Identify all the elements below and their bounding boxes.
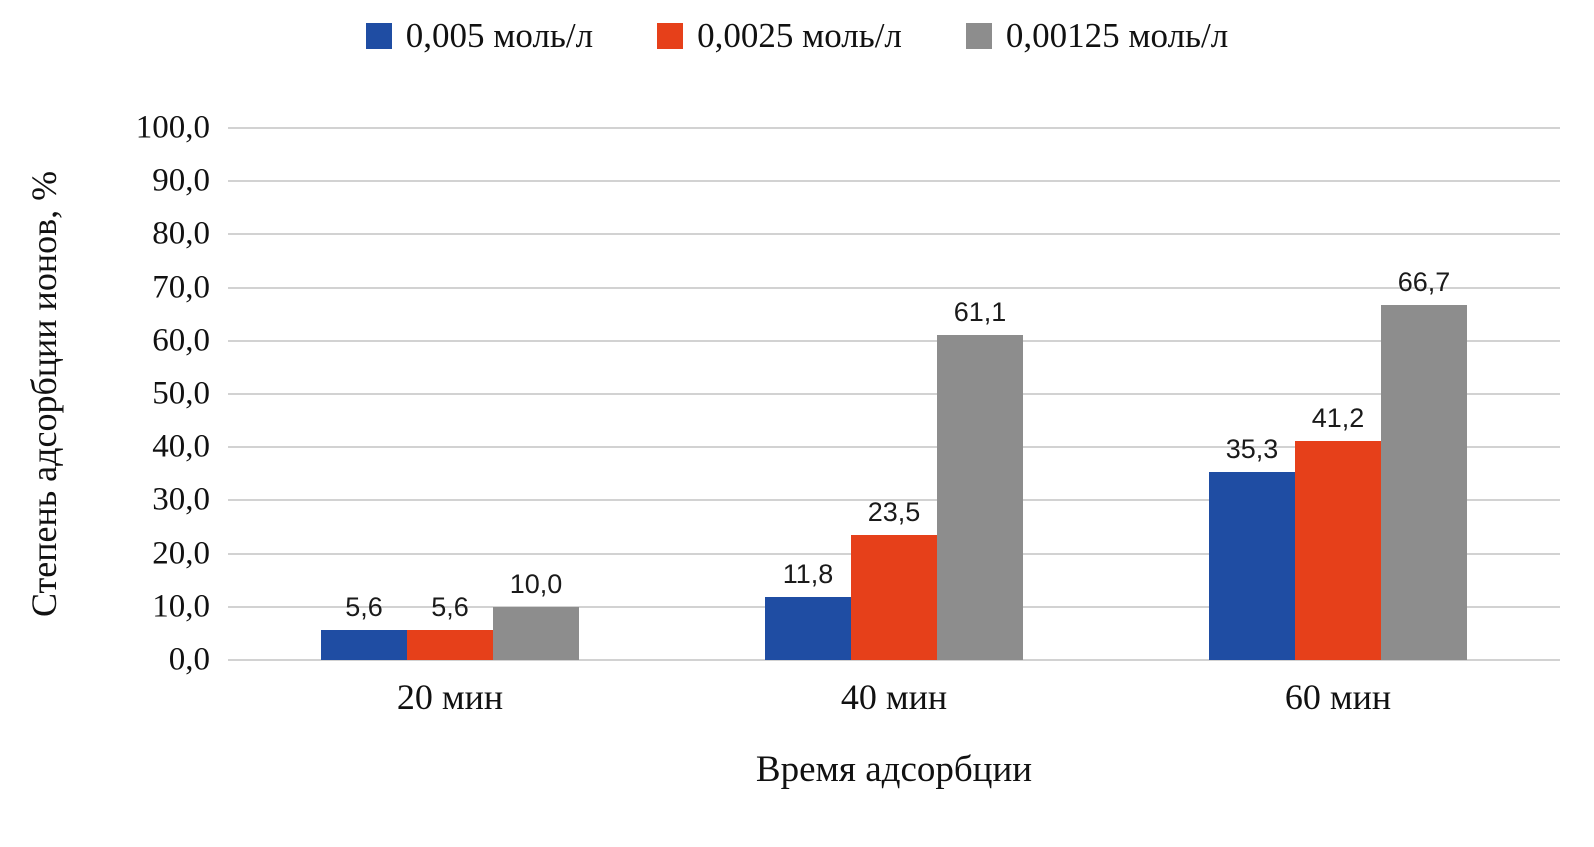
data-label: 66,7	[1397, 267, 1451, 298]
chart-legend: 0,005 моль/л 0,0025 моль/л 0,00125 моль/л	[0, 16, 1594, 56]
x-category-label: 60 мин	[1284, 677, 1392, 717]
bar-slot: 5,6	[407, 128, 493, 660]
legend-swatch-icon	[965, 23, 992, 49]
gridline	[228, 393, 1560, 395]
data-label: 61,1	[953, 296, 1007, 327]
gridline	[228, 286, 1560, 289]
legend-swatch-icon	[365, 23, 392, 49]
bar-series-1-cat-2	[1295, 440, 1381, 660]
x-axis-title: Время адсорбции	[755, 749, 1033, 790]
bar-groups: 5,6 5,6 10,0 11,8 23,5 61,1 35,3 41,2 66,7	[228, 128, 1560, 660]
data-label: 35,3	[1225, 434, 1279, 465]
data-label: 5,6	[345, 592, 383, 623]
y-tick-label: 100,0	[135, 109, 210, 146]
y-tick-label: 60,0	[152, 322, 210, 359]
bar-slot: 23,5	[851, 128, 937, 660]
bar-series-0-cat-2	[1209, 472, 1295, 660]
bar-group: 11,8 23,5 61,1	[672, 128, 1116, 660]
bar-series-2-cat-0	[493, 606, 579, 660]
bar-slot: 61,1	[937, 128, 1023, 660]
y-tick-label: 50,0	[152, 375, 210, 412]
gridline	[228, 446, 1560, 449]
legend-label: 0,005 моль/л	[405, 16, 594, 55]
gridline	[228, 499, 1560, 502]
bar-slot: 10,0	[493, 128, 579, 660]
bar-slot: 66,7	[1381, 128, 1467, 660]
bar-series-1-cat-1	[851, 534, 937, 660]
legend-label: 0,00125 моль/л	[1005, 16, 1229, 55]
data-label: 41,2	[1311, 402, 1365, 433]
bar-group: 5,6 5,6 10,0	[228, 128, 672, 660]
y-tick-label: 10,0	[152, 588, 210, 625]
data-label: 11,8	[782, 559, 834, 590]
y-tick-label: 0,0	[168, 641, 210, 678]
y-axis-ticks: 0,0 10,0 20,0 30,0 40,0 50,0 60,0 70,0 80,0 90,0 1…	[80, 111, 210, 676]
gridline	[228, 180, 1560, 183]
gridline	[228, 659, 1560, 661]
legend-item-1: 0,0025 моль/л	[657, 16, 902, 56]
legend-item-2: 0,00125 моль/л	[965, 16, 1229, 56]
y-tick-label: 90,0	[152, 162, 210, 199]
plot-area: 5,6 5,6 10,0 11,8 23,5 61,1 35,3 41,2 66,7	[228, 127, 1560, 661]
bar-series-2-cat-1	[937, 334, 1023, 660]
x-category-label: 20 мин	[396, 677, 504, 717]
gridline	[228, 339, 1560, 342]
data-label: 10,0	[509, 568, 563, 599]
bar-slot: 5,6	[321, 128, 407, 660]
data-label: 23,5	[867, 496, 921, 527]
data-label: 5,6	[431, 592, 469, 623]
bar-series-1-cat-0	[407, 630, 493, 660]
legend-item-0: 0,005 моль/л	[365, 16, 594, 56]
bar-series-0-cat-0	[321, 630, 407, 660]
y-tick-label: 70,0	[152, 269, 210, 306]
legend-label: 0,0025 моль/л	[697, 16, 902, 55]
bar-series-0-cat-1	[765, 597, 851, 660]
y-axis-title: Степень адсорбции ионов, %	[24, 170, 64, 618]
bar-slot: 35,3	[1209, 128, 1295, 660]
x-axis-categories: 20 мин 40 мин 60 мин	[228, 676, 1560, 718]
y-tick-label: 80,0	[152, 215, 210, 252]
gridline	[228, 233, 1560, 236]
y-tick-label: 30,0	[152, 481, 210, 518]
x-category-label: 40 мин	[840, 677, 948, 717]
legend-swatch-icon	[657, 23, 684, 49]
bar-group: 35,3 41,2 66,7	[1116, 128, 1560, 660]
bar-series-2-cat-2	[1381, 305, 1467, 660]
gridline	[228, 127, 1560, 129]
y-tick-label: 40,0	[152, 428, 210, 465]
y-tick-label: 20,0	[152, 535, 210, 572]
bar-slot: 11,8	[765, 128, 851, 660]
bar-slot: 41,2	[1295, 128, 1381, 660]
